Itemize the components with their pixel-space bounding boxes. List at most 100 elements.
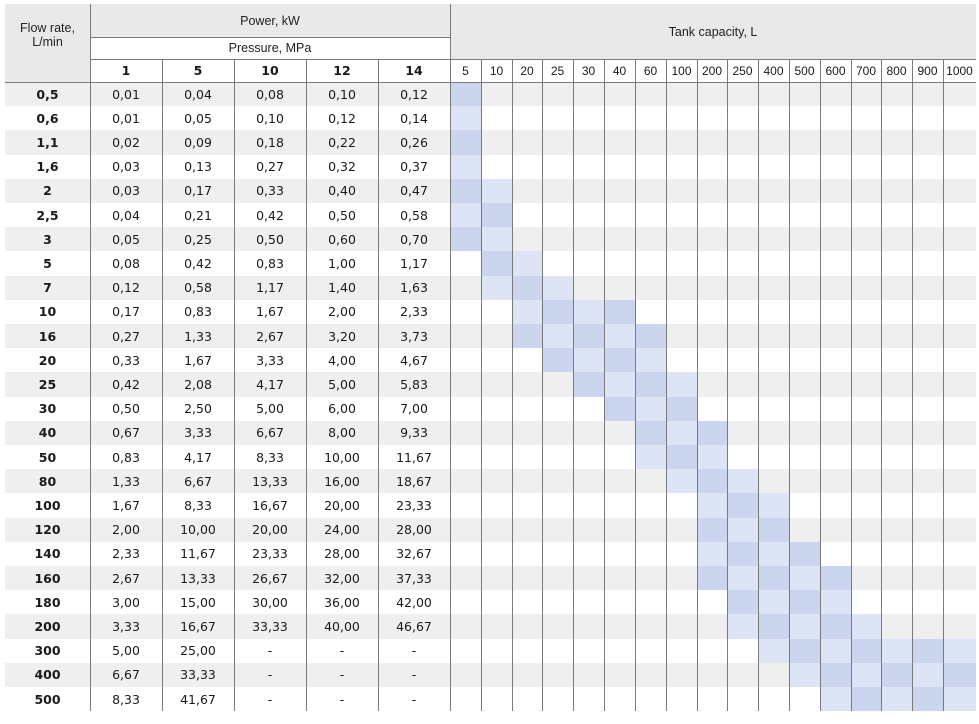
power-value-cell: 40,00 bbox=[324, 618, 360, 634]
power-value-cell: 8,33 bbox=[112, 691, 140, 707]
power-value-cell: 18,67 bbox=[396, 473, 432, 489]
power-value-cell: 28,00 bbox=[324, 546, 360, 562]
power-value-cell: 0,40 bbox=[328, 183, 356, 199]
flow-rate-cell: 1,1 bbox=[36, 134, 59, 150]
power-value-cell: 13,33 bbox=[252, 473, 288, 489]
power-value-cell: 0,42 bbox=[184, 255, 212, 271]
tank-column-header: 25 bbox=[550, 63, 565, 78]
power-value-cell: 8,33 bbox=[256, 449, 284, 465]
flow-rate-cell: 5 bbox=[43, 255, 52, 271]
grid-vline bbox=[542, 59, 543, 712]
tank-shade-cell bbox=[820, 662, 851, 687]
power-value-cell: 0,58 bbox=[184, 280, 212, 296]
power-value-cell: - bbox=[267, 643, 273, 659]
power-value-cell: 3,33 bbox=[256, 352, 284, 368]
power-value-cell: 0,10 bbox=[328, 86, 356, 102]
table-row-bg bbox=[5, 106, 976, 131]
tank-shade-cell bbox=[943, 638, 976, 663]
power-value-cell: 2,67 bbox=[256, 328, 284, 344]
power-value-cell: 9,33 bbox=[400, 425, 428, 441]
power-value-cell: 16,67 bbox=[252, 497, 288, 513]
power-value-cell: 36,00 bbox=[324, 594, 360, 610]
grid-vline bbox=[604, 59, 605, 712]
power-value-cell: 0,37 bbox=[400, 159, 428, 175]
power-value-cell: 0,42 bbox=[112, 376, 140, 392]
tank-shade-cell bbox=[697, 445, 727, 470]
grid-vline bbox=[727, 59, 728, 712]
table-row-bg bbox=[5, 420, 976, 445]
table-row-bg bbox=[5, 469, 976, 494]
power-value-cell: 0,12 bbox=[328, 110, 356, 126]
flow-rate-cell: 400 bbox=[34, 667, 61, 683]
power-value-cell: - bbox=[267, 691, 273, 707]
power-value-cell: 23,33 bbox=[396, 497, 432, 513]
power-value-cell: 5,83 bbox=[400, 376, 428, 392]
grid-vline bbox=[758, 59, 759, 712]
grid-vline bbox=[512, 59, 513, 712]
tank-shade-cell bbox=[573, 324, 604, 349]
power-value-cell: 0,05 bbox=[184, 110, 212, 126]
tank-shade-cell bbox=[851, 687, 881, 712]
tank-shade-cell bbox=[758, 493, 789, 518]
power-value-cell: 15,00 bbox=[180, 594, 216, 610]
power-value-cell: 0,33 bbox=[256, 183, 284, 199]
power-value-cell: 0,14 bbox=[400, 110, 428, 126]
tank-shade-cell bbox=[512, 275, 542, 300]
flow-rate-cell: 2 bbox=[43, 183, 52, 199]
flow-rate-cell: 120 bbox=[34, 522, 61, 538]
power-value-cell: 0,04 bbox=[184, 86, 212, 102]
tank-shade-cell bbox=[604, 372, 635, 397]
power-value-cell: 8,00 bbox=[328, 425, 356, 441]
tank-column-header: 30 bbox=[581, 63, 596, 78]
power-value-cell: 46,67 bbox=[396, 618, 432, 634]
power-value-cell: 30,00 bbox=[252, 594, 288, 610]
flow-rate-cell: 100 bbox=[34, 497, 61, 513]
tank-shade-cell bbox=[851, 662, 881, 687]
flow-rate-cell: 40 bbox=[38, 425, 57, 441]
flow-rate-cell: 140 bbox=[34, 546, 61, 562]
tank-shade-cell bbox=[789, 614, 820, 639]
power-value-cell: 0,02 bbox=[112, 134, 140, 150]
power-value-cell: 0,50 bbox=[112, 401, 140, 417]
tank-shade-cell bbox=[512, 324, 542, 349]
flow-rate-cell: 180 bbox=[34, 594, 61, 610]
tank-shade-cell bbox=[851, 614, 881, 639]
power-value-cell: 28,00 bbox=[396, 522, 432, 538]
grid-vline bbox=[912, 59, 913, 712]
power-value-cell: 0,47 bbox=[400, 183, 428, 199]
tank-shade-cell bbox=[481, 203, 512, 228]
tank-shade-cell bbox=[635, 420, 666, 445]
power-value-cell: 3,33 bbox=[184, 425, 212, 441]
power-value-cell: 4,17 bbox=[184, 449, 212, 465]
tank-shade-cell bbox=[789, 566, 820, 591]
tank-shade-cell bbox=[450, 178, 481, 203]
table-row-bg bbox=[5, 687, 976, 712]
power-value-cell: 0,18 bbox=[256, 134, 284, 150]
power-value-cell: - bbox=[411, 691, 417, 707]
power-value-cell: 0,05 bbox=[112, 231, 140, 247]
power-value-cell: 3,33 bbox=[112, 618, 140, 634]
flow-rate-cell: 0,5 bbox=[36, 86, 59, 102]
tank-shade-cell bbox=[697, 541, 727, 566]
pressure-column-header: 5 bbox=[193, 63, 203, 78]
flow-power-tank-table: Flow rate, L/min Power, kW Pressure, MPa 1 5 1… bbox=[5, 4, 976, 712]
power-value-cell: 2,33 bbox=[400, 304, 428, 320]
power-value-cell: 4,00 bbox=[328, 352, 356, 368]
grid-vline bbox=[450, 4, 451, 712]
flow-rate-cell: 3 bbox=[43, 231, 52, 247]
tank-column-header: 800 bbox=[886, 63, 907, 78]
tank-column-header: 100 bbox=[671, 63, 692, 78]
tank-shade-cell bbox=[727, 493, 758, 518]
grid-vline bbox=[234, 59, 235, 712]
power-value-cell: - bbox=[339, 667, 345, 683]
tank-shade-cell bbox=[789, 541, 820, 566]
power-value-cell: 11,67 bbox=[396, 449, 432, 465]
power-value-cell: 0,22 bbox=[328, 134, 356, 150]
tank-shade-cell bbox=[635, 372, 666, 397]
tank-shade-cell bbox=[727, 590, 758, 615]
flow-rate-cell: 200 bbox=[34, 618, 61, 634]
tank-shade-cell bbox=[727, 541, 758, 566]
tank-shade-cell bbox=[912, 687, 943, 712]
tank-shade-cell bbox=[635, 445, 666, 470]
tank-shade-cell bbox=[604, 324, 635, 349]
